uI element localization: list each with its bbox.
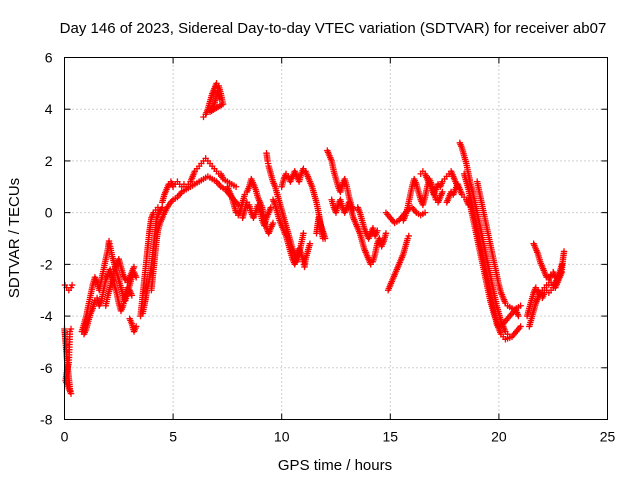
series-f4: [473, 178, 522, 320]
series-a5: [102, 255, 138, 309]
series-b3: [148, 209, 168, 294]
series-b5: [161, 173, 242, 216]
data-point: [517, 323, 524, 330]
series-f1: [456, 139, 511, 338]
x-tick-label: 20: [491, 429, 507, 445]
y-tick-label: -6: [40, 360, 53, 376]
y-tick-label: 2: [45, 153, 53, 169]
series-b6: [200, 80, 227, 121]
series-c1: [224, 175, 277, 237]
y-tick-label: -2: [40, 256, 53, 272]
data-point: [68, 281, 76, 289]
axis-ticks: 0 5 10 15 20 25 -8 -6 -4 -2 0 2 4 6: [40, 50, 615, 445]
data-point: [306, 240, 314, 247]
chart-title: Day 146 of 2023, Sidereal Day-to-day VTE…: [60, 20, 607, 37]
y-tick-label: 6: [45, 50, 53, 66]
x-tick-label: 25: [600, 429, 616, 445]
y-tick-label: -4: [40, 308, 53, 324]
x-tick-label: 15: [383, 429, 399, 445]
data-point: [313, 230, 320, 237]
data-point: [382, 230, 390, 237]
data-point: [130, 263, 138, 271]
data-point: [374, 227, 381, 234]
series-a3: [78, 237, 140, 335]
series-a2: [61, 325, 75, 397]
data-point: [405, 232, 412, 240]
series-c2: [239, 199, 275, 229]
x-tick-label: 10: [274, 429, 290, 445]
data-point: [67, 325, 75, 333]
data-point: [269, 219, 277, 227]
data-point: [558, 261, 566, 268]
series-d3: [384, 232, 412, 294]
data-point: [300, 230, 307, 237]
data-point: [132, 274, 140, 281]
x-tick-label: 0: [61, 429, 69, 445]
series-d1: [328, 196, 390, 268]
y-tick-label: -8: [40, 412, 53, 428]
series-c5: [278, 165, 329, 242]
data-point: [232, 183, 240, 190]
data-point: [517, 302, 524, 309]
data-point: [439, 188, 446, 196]
x-axis-label: GPS time / hours: [278, 457, 392, 474]
data-point: [128, 292, 136, 299]
y-tick-label: 4: [45, 101, 53, 117]
series-g3: [523, 261, 566, 320]
series-f3: [465, 196, 524, 330]
x-tick-label: 5: [169, 429, 177, 445]
y-axis-label: SDTVAR / TECUs: [6, 178, 23, 298]
series-b4: [159, 155, 240, 206]
data-points: [61, 80, 568, 397]
series-a1: [61, 281, 76, 294]
data-point: [560, 248, 568, 255]
y-tick-label: 0: [45, 205, 53, 221]
series-d2: [354, 204, 381, 242]
data-point: [132, 323, 140, 330]
data-point: [216, 95, 223, 103]
data-point: [421, 209, 429, 216]
data-point: [515, 312, 522, 320]
series-b1: [137, 204, 162, 320]
series-c4: [269, 196, 314, 271]
plot-frame: [64, 57, 608, 420]
grid: [64, 57, 608, 420]
series-a6: [126, 315, 140, 335]
